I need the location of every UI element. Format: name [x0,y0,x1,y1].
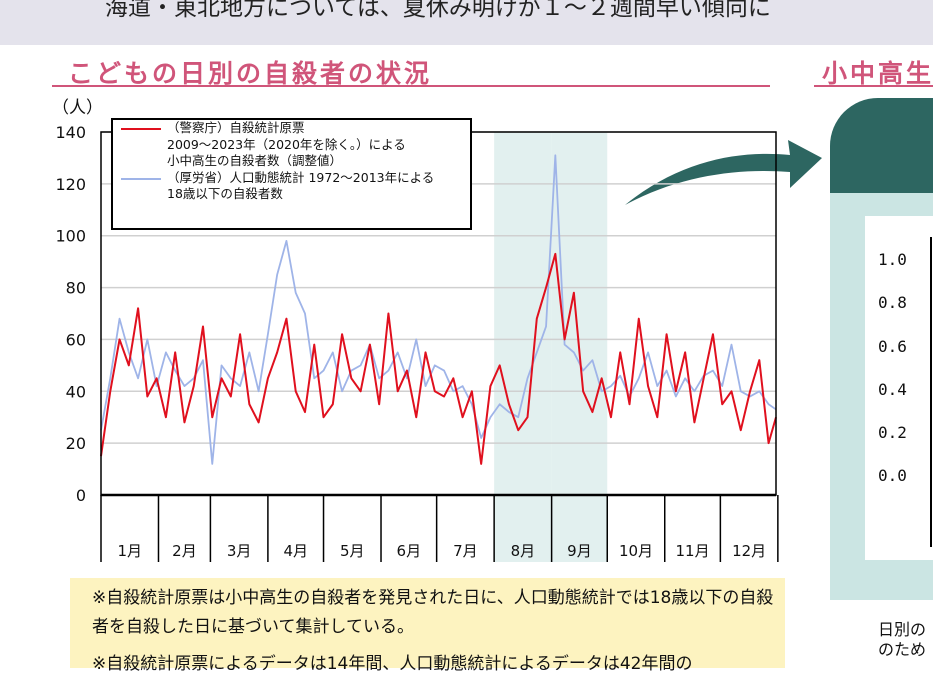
month-label: 8月 [511,542,536,560]
month-label: 1月 [117,542,142,560]
month-label: 9月 [567,542,592,560]
right-y-tick: 0.0 [878,466,907,485]
header-text: 海道・東北地方については、夏休み明けが１～２週間早い傾向に [105,0,771,21]
right-y-tick: 0.6 [878,337,907,356]
y-tick-label: 100 [55,227,86,246]
legend-text: 小中高生の自殺者数（調整値） [167,153,343,168]
series-line-mhlw [100,154,777,465]
note-line: ※自殺統計原票によるデータは14年間、人口動態統計によるデータは42年間の [92,654,693,674]
legend-swatch-red [121,128,161,130]
caption-line: のため [878,640,927,659]
right-panel-chart-area [865,216,933,560]
curved-arrow-icon [625,140,822,205]
right-y-tick: 0.2 [878,423,907,442]
caption-line: 日別の [878,620,927,639]
highlight-band [494,132,552,562]
right-y-tick: 0.8 [878,293,907,312]
month-label: 6月 [397,542,422,560]
right-title-underline [814,85,933,87]
title-underline [52,85,770,87]
month-label: 4月 [283,542,308,560]
y-tick-label: 80 [66,279,86,298]
header-band: 海道・東北地方については、夏休み明けが１～２週間早い傾向に [0,0,933,45]
legend-text: （警察庁）自殺統計原票 [167,120,305,135]
y-tick-label: 60 [66,330,86,349]
month-label: 11月 [676,542,710,560]
right-panel-header [830,98,933,193]
y-tick-label: 40 [66,382,86,401]
right-chart-axis [930,237,933,547]
legend-text: 18歳以下の自殺者数 [167,186,283,201]
y-tick-label: 20 [66,434,86,453]
legend-swatch-blue [121,177,161,180]
chart-legend: （警察庁）自殺統計原票 2009～2023年（2020年を除く。）による 小中高… [111,118,472,230]
legend-item-mhlw: （厚労省）人口動態統計 1972～2013年による 18歳以下の自殺者数 [113,170,470,203]
month-label: 12月 [732,542,766,560]
y-tick-label: 0 [76,486,86,505]
series-line-police [100,252,777,465]
month-label: 3月 [227,542,252,560]
legend-text: 2009～2023年（2020年を除く。）による [167,136,406,152]
section-title: こどもの日別の自殺者の状況 [68,59,433,88]
right-panel [830,98,933,600]
legend-item-police: （警察庁）自殺統計原票 2009～2023年（2020年を除く。）による 小中高… [113,120,470,170]
month-label: 7月 [453,542,478,560]
right-caption: 日別の のため [878,620,926,660]
month-label: 10月 [619,542,653,560]
note-line: ※自殺統計原票は小中高生の自殺者を発見された日に、人口動態統計では18歳以下の自… [92,588,774,637]
note-box: ※自殺統計原票は小中高生の自殺者を発見された日に、人口動態統計では18歳以下の自… [70,578,785,674]
y-tick-label: 120 [55,175,86,194]
right-y-tick: 0.4 [878,380,907,399]
y-tick-label: 140 [55,123,86,142]
month-label: 5月 [340,542,365,560]
daily-suicide-chart: 0 20 40 60 80 100 120 140 1月 2月 3月 4月 5月 6月 7月 8月 9月 10月 1… [55,123,822,562]
legend-text: （厚労省）人口動態統計 1972～2013年による [167,169,435,185]
y-axis-unit: （人） [52,98,103,118]
month-label: 2月 [172,542,197,560]
right-section-title: 小中高生 [822,59,933,88]
right-y-tick: 1.0 [878,250,907,269]
